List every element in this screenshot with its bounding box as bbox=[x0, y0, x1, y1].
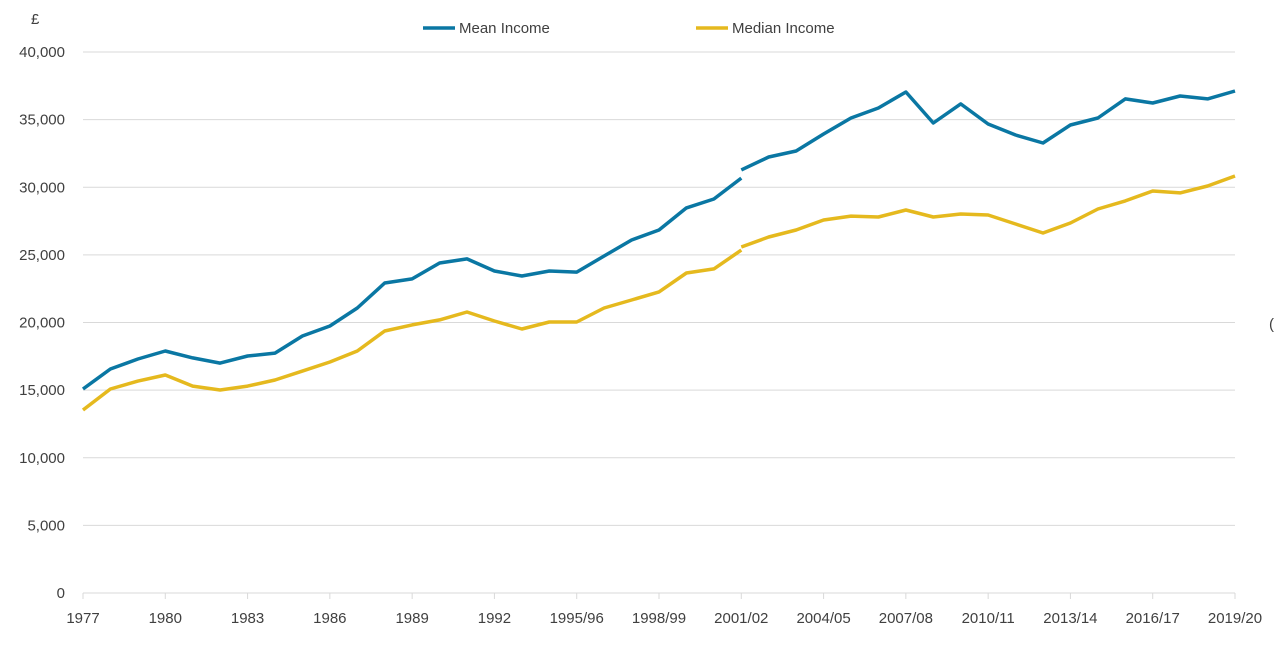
y-tick-label: 25,000 bbox=[19, 247, 65, 264]
series-line-median-income-before-break bbox=[83, 250, 741, 410]
gridlines bbox=[83, 52, 1235, 525]
y-tick-label: 40,000 bbox=[19, 44, 65, 61]
x-tick-label: 2004/05 bbox=[796, 610, 850, 627]
legend: Mean Income Median Income bbox=[423, 20, 835, 37]
y-unit-label: £ bbox=[31, 11, 40, 28]
y-tick-label: 5,000 bbox=[27, 517, 65, 534]
legend-label-mean-income: Mean Income bbox=[459, 20, 550, 37]
x-tick-label: 2013/14 bbox=[1043, 610, 1097, 627]
x-tick-label: 2016/17 bbox=[1126, 610, 1180, 627]
x-tick-label: 1980 bbox=[149, 610, 182, 627]
x-tick-label: 1998/99 bbox=[632, 610, 686, 627]
series-line-mean-income-after-break bbox=[741, 91, 1235, 170]
legend-label-median-income: Median Income bbox=[732, 20, 835, 37]
x-tick-label: 2001/02 bbox=[714, 610, 768, 627]
series-lines bbox=[83, 91, 1235, 410]
x-tick-label: 1992 bbox=[478, 610, 511, 627]
x-tick-label: 1989 bbox=[395, 610, 428, 627]
y-tick-label: 20,000 bbox=[19, 315, 65, 332]
x-tick-label: 2019/20 bbox=[1208, 610, 1262, 627]
y-tick-label: 10,000 bbox=[19, 450, 65, 467]
x-tick-label: 1986 bbox=[313, 610, 346, 627]
series-line-mean-income-before-break bbox=[83, 178, 741, 389]
x-tick-label: 1983 bbox=[231, 610, 264, 627]
x-tick-label: 2007/08 bbox=[879, 610, 933, 627]
x-tick-label: 1995/96 bbox=[550, 610, 604, 627]
series-line-median-income-after-break bbox=[741, 176, 1235, 247]
right-axis-label-fragment: ( bbox=[1269, 316, 1274, 333]
x-tick-label: 1977 bbox=[66, 610, 99, 627]
y-tick-label: 15,000 bbox=[19, 382, 65, 399]
y-tick-label: 0 bbox=[57, 585, 65, 602]
y-tick-label: 30,000 bbox=[19, 179, 65, 196]
x-axis: 1977 1980 1983 1986 1989 1992 1995/96 1998/99 20… bbox=[66, 593, 1262, 627]
x-tick-label: 2010/11 bbox=[962, 610, 1015, 627]
y-tick-label: 35,000 bbox=[19, 112, 65, 129]
y-axis: 0 5,000 10,000 15,000 20,000 25,000 30,000 35,0… bbox=[19, 44, 65, 602]
